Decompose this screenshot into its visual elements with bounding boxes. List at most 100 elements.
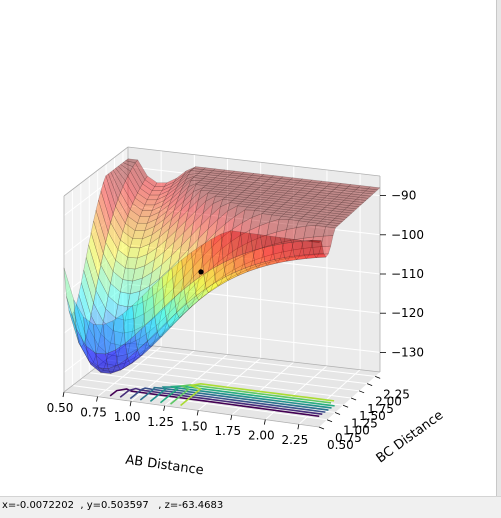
surface-facet bbox=[176, 290, 190, 314]
surface-facet bbox=[263, 199, 277, 204]
surface-facet bbox=[234, 196, 248, 200]
surface-facet bbox=[270, 193, 285, 198]
surface-facet bbox=[262, 245, 275, 263]
surface-facet bbox=[246, 176, 260, 181]
y-tick-mark bbox=[342, 404, 349, 408]
surface-facet bbox=[312, 205, 326, 210]
surface-facet bbox=[275, 208, 290, 213]
surface-facet bbox=[93, 324, 106, 355]
surface-facet bbox=[234, 242, 248, 261]
surface-facet bbox=[293, 225, 307, 241]
surface-facet bbox=[220, 228, 234, 251]
surface-facet bbox=[348, 193, 362, 198]
surface-facet bbox=[176, 174, 189, 189]
surface-facet bbox=[266, 218, 280, 236]
surface-facet bbox=[288, 207, 302, 212]
surface-facet bbox=[280, 213, 295, 218]
surface-facet bbox=[80, 270, 94, 316]
surface-facet bbox=[229, 200, 243, 205]
surface-facet bbox=[295, 201, 309, 206]
surface-facet bbox=[242, 250, 256, 269]
surface-facet bbox=[251, 191, 265, 196]
surface-facet bbox=[200, 202, 214, 227]
surface-facet bbox=[117, 343, 131, 357]
surface-facet bbox=[214, 184, 229, 189]
surface-facet bbox=[112, 205, 126, 233]
energy-surface bbox=[63, 158, 381, 374]
surface-facet bbox=[142, 340, 155, 356]
surface-facet bbox=[149, 227, 163, 245]
y-tick-label: 0.75 bbox=[335, 431, 362, 445]
surface-facet bbox=[207, 181, 221, 186]
x-tick-label: 2.25 bbox=[282, 433, 309, 447]
surface-facet bbox=[317, 220, 331, 225]
axis-ticks: 0.50 0.75 1.00 1.25 1.50 1.75 2.00 2.25 0.500.75… bbox=[47, 189, 424, 452]
surface-facet bbox=[282, 192, 297, 197]
surface-facet bbox=[279, 249, 292, 261]
surface-facet bbox=[217, 173, 231, 178]
surface-facet bbox=[161, 181, 175, 192]
surface-facet bbox=[146, 277, 160, 301]
surface-facet bbox=[141, 305, 155, 328]
surface-facet bbox=[234, 186, 248, 191]
surface-facet bbox=[120, 230, 133, 248]
surface-facet bbox=[173, 170, 187, 183]
y-tick-mark bbox=[375, 375, 381, 379]
surface-facet bbox=[122, 160, 136, 168]
surface-facet bbox=[154, 182, 168, 187]
surface-facet bbox=[202, 176, 216, 181]
surface-facet bbox=[246, 186, 260, 190]
surface-facet bbox=[192, 166, 207, 170]
surface-facet bbox=[287, 198, 302, 202]
surface-facet bbox=[229, 172, 243, 177]
surface-facet bbox=[134, 325, 148, 351]
surface-facet bbox=[237, 229, 251, 249]
surface-facet bbox=[83, 336, 97, 363]
surface-facet bbox=[224, 194, 238, 199]
surface-facet bbox=[357, 185, 371, 190]
surface-facet bbox=[320, 235, 334, 247]
surface-facet bbox=[210, 233, 224, 269]
surface-facet bbox=[289, 177, 304, 182]
contour-level bbox=[129, 387, 326, 413]
surface-facet bbox=[295, 220, 309, 228]
surface-facet bbox=[190, 254, 204, 281]
surface-facet bbox=[139, 318, 153, 340]
surface-facet bbox=[212, 177, 226, 182]
surface-facet bbox=[272, 243, 285, 260]
surface-facet bbox=[303, 253, 317, 259]
surface-facet bbox=[181, 265, 195, 292]
surface-facet bbox=[132, 197, 146, 211]
surface-facet bbox=[313, 225, 326, 238]
surface-facet bbox=[256, 261, 271, 269]
surface-facet bbox=[117, 291, 131, 308]
surface-facet bbox=[164, 312, 177, 332]
surface-facet bbox=[287, 179, 301, 184]
surface-facet bbox=[144, 315, 158, 342]
surface-facet bbox=[260, 192, 275, 197]
surface-facet bbox=[122, 356, 136, 370]
x-tick-mark bbox=[163, 405, 166, 411]
surface-facet bbox=[112, 317, 126, 334]
surface-facet bbox=[188, 224, 202, 251]
surface-facet bbox=[246, 264, 261, 273]
pane-edge bbox=[127, 342, 381, 373]
surface-facet bbox=[276, 218, 290, 233]
surface-facet bbox=[159, 326, 172, 338]
surface-facet bbox=[227, 272, 241, 281]
surface-facet bbox=[316, 182, 330, 187]
surface-facet bbox=[252, 247, 266, 265]
figure-canvas[interactable]: 0.50 0.75 1.00 1.25 1.50 1.75 2.00 2.25 0.50 0.75… bbox=[0, 0, 501, 496]
y-tick-mark bbox=[334, 412, 341, 415]
surface-facet bbox=[325, 224, 339, 229]
surface-facet bbox=[97, 367, 111, 374]
surface-facet bbox=[319, 209, 333, 214]
surface-facet bbox=[314, 184, 328, 189]
surface-facet bbox=[173, 219, 187, 244]
surface-facet bbox=[137, 340, 151, 357]
surface-facet bbox=[103, 241, 116, 273]
surface-facet bbox=[309, 198, 323, 203]
surface-facet bbox=[68, 310, 82, 348]
surface-facet bbox=[258, 176, 272, 180]
surface-facet bbox=[230, 264, 244, 279]
